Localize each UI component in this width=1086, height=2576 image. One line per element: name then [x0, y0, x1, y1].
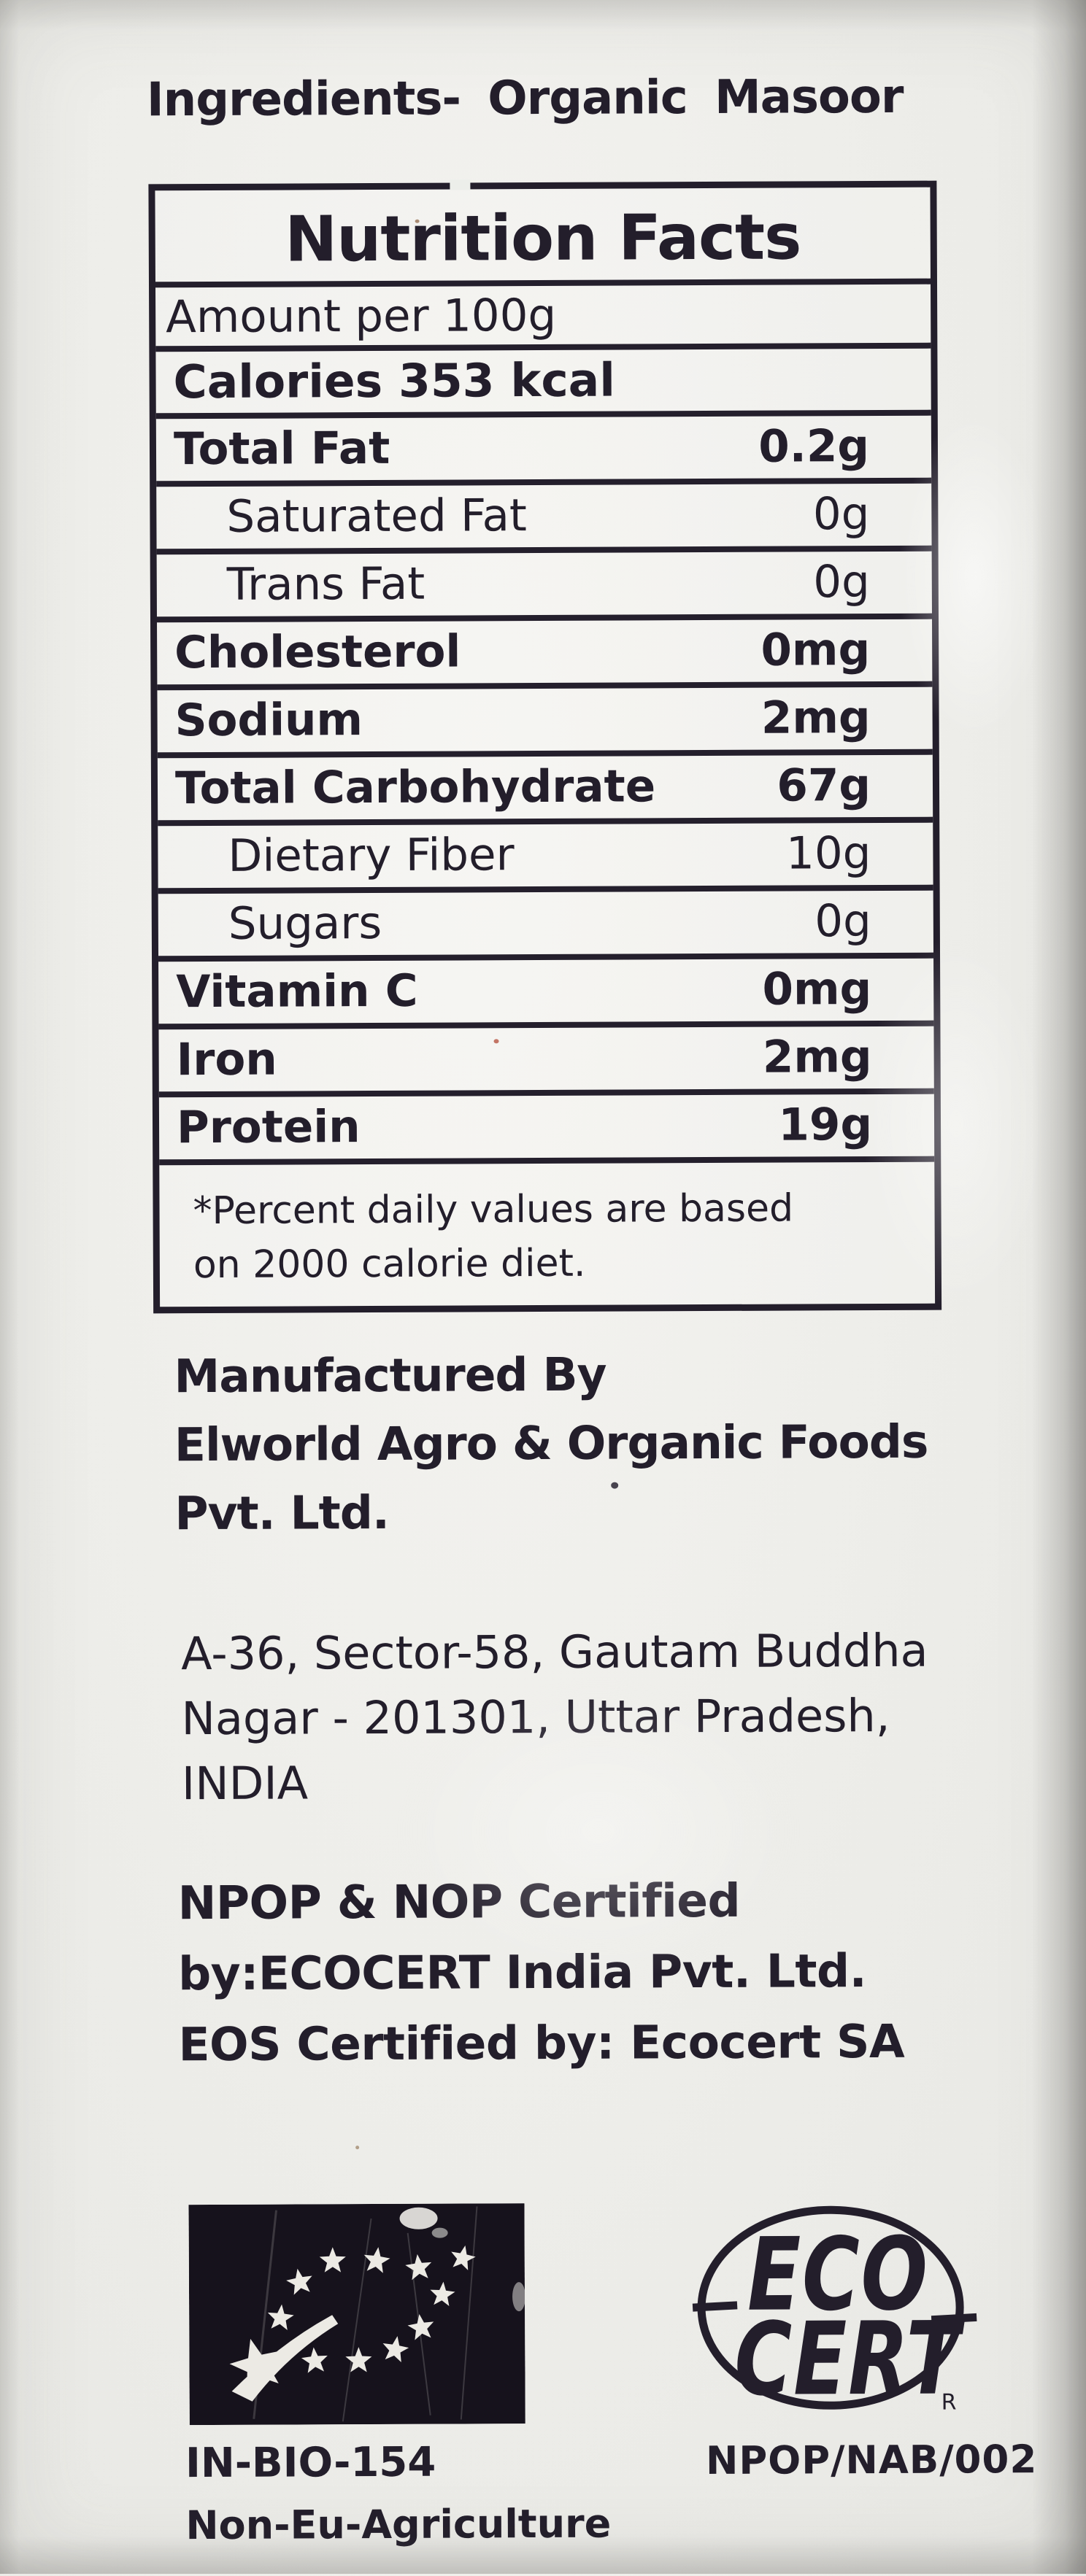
nutrient-row-trans-fat: Trans Fat 0g — [156, 551, 933, 623]
nutrient-row-protein: Protein 19g — [158, 1094, 935, 1166]
footnote-line-1: *Percent daily values are based — [193, 1186, 794, 1234]
nutrient-value: 2mg — [762, 1031, 872, 1083]
nutrient-label: Total Carbohydrate — [174, 760, 656, 815]
nutrient-label: Total Fat — [173, 422, 390, 476]
ink-speck — [611, 1482, 619, 1489]
ecocert-left-dash — [692, 2301, 738, 2312]
ingredients-heading: Ingredients- Organic Masoor — [146, 69, 904, 128]
ecocert-logo: ECO CERT R — [692, 2205, 977, 2418]
nutrient-value: 0g — [812, 488, 870, 541]
eu-logo-code: IN-BIO-154 — [185, 2438, 436, 2488]
eu-logo-origin: Non-Eu-Agriculture — [185, 2500, 612, 2549]
certification-block: NPOP & NOP Certified by:ECOCERT India Pv… — [177, 1865, 905, 2080]
ecocert-word-top: ECO — [747, 2216, 929, 2335]
nutrient-value: 10g — [785, 827, 871, 880]
nutrient-label: Vitamin C — [176, 964, 418, 1018]
eu-logo-wear-smudges — [399, 2207, 525, 2312]
manufacturer-heading: Manufactured By — [174, 1347, 606, 1404]
nutrient-label: Protein — [176, 1101, 361, 1154]
dust-speck — [355, 2146, 360, 2150]
serving-size-row: Amount per 100g — [155, 284, 931, 352]
certification-line-2: by:ECOCERT India Pvt. Ltd. — [177, 1944, 867, 2001]
address-line-3: INDIA — [181, 1756, 309, 1811]
calories-text: Calories 353 kcal — [173, 353, 615, 409]
footnote-line-2: on 2000 calorie diet. — [193, 1241, 586, 1288]
calories-row: Calories 353 kcal — [155, 348, 931, 419]
nutrient-label: Sodium — [174, 694, 363, 747]
nutrient-row-vitamin-c: Vitamin C 0mg — [158, 958, 934, 1030]
nutrient-row-sodium: Sodium 2mg — [157, 686, 933, 759]
nutrient-label: Iron — [176, 1033, 277, 1086]
address-line-2: Nagar - 201301, Uttar Pradesh, — [181, 1688, 890, 1746]
daily-value-footnote: *Percent daily values are based on 2000 … — [159, 1162, 935, 1307]
nutrient-row-saturated-fat: Saturated Fat 0g — [156, 483, 932, 555]
address-line-1: A-36, Sector-58, Gautam Buddha — [181, 1623, 928, 1681]
nutrient-value: 19g — [778, 1099, 873, 1151]
nutrient-value: 67g — [777, 759, 871, 812]
nutrient-value: 2mg — [760, 692, 871, 744]
nutrient-row-total-carbohydrate: Total Carbohydrate 67g — [157, 754, 933, 827]
npop-certificate-code: NPOP/NAB/002 — [705, 2437, 1038, 2484]
nutrient-label: Cholesterol — [174, 625, 461, 679]
print-defect-border-gap — [450, 179, 471, 190]
nutrition-facts-title: Nutrition Facts — [155, 187, 931, 288]
nutrient-value: 0.2g — [758, 420, 870, 473]
nutrient-row-sugars: Sugars 0g — [158, 890, 934, 962]
manufacturer-block: Manufactured By Elworld Agro & Organic F… — [174, 1339, 928, 1549]
manufacturer-name: Elworld Agro & Organic Foods — [174, 1415, 928, 1472]
nutrient-value: 0mg — [762, 963, 872, 1016]
nutrition-facts-panel: Nutrition Facts Amount per 100g Calories… — [148, 180, 942, 1314]
nutrient-label: Sugars — [228, 897, 382, 950]
ecocert-word-bottom: CERT — [734, 2300, 966, 2418]
nutrient-row-total-fat: Total Fat 0.2g — [155, 415, 932, 487]
serving-size-text: Amount per 100g — [166, 289, 557, 344]
address-block: A-36, Sector-58, Gautam Buddha Nagar - 2… — [181, 1618, 928, 1816]
nutrient-row-iron: Iron 2mg — [158, 1026, 934, 1098]
nutrient-value: 0g — [813, 556, 870, 608]
dust-speck — [493, 1039, 499, 1044]
manufacturer-suffix: Pvt. Ltd. — [174, 1485, 390, 1541]
nutrient-row-cholesterol: Cholesterol 0mg — [157, 619, 933, 691]
leaf-swoosh — [231, 2315, 339, 2402]
nutrient-label: Trans Fat — [226, 557, 425, 611]
nutrient-row-dietary-fiber: Dietary Fiber 10g — [158, 822, 933, 894]
nutrient-value: 0g — [814, 895, 871, 948]
nutrient-value: 0mg — [760, 624, 871, 676]
ecocert-right-dash — [931, 2313, 977, 2324]
certification-line-3: EOS Certified by: Ecocert SA — [178, 2014, 905, 2072]
eu-logo-stars — [225, 2243, 478, 2402]
eu-organic-leaf-logo — [188, 2203, 525, 2426]
nutrient-label: Saturated Fat — [226, 490, 528, 543]
ecocert-registered-mark: R — [941, 2390, 957, 2416]
certification-line-1: NPOP & NOP Certified — [177, 1873, 741, 1930]
dust-speck — [415, 219, 420, 223]
nutrient-label: Dietary Fiber — [228, 829, 515, 882]
